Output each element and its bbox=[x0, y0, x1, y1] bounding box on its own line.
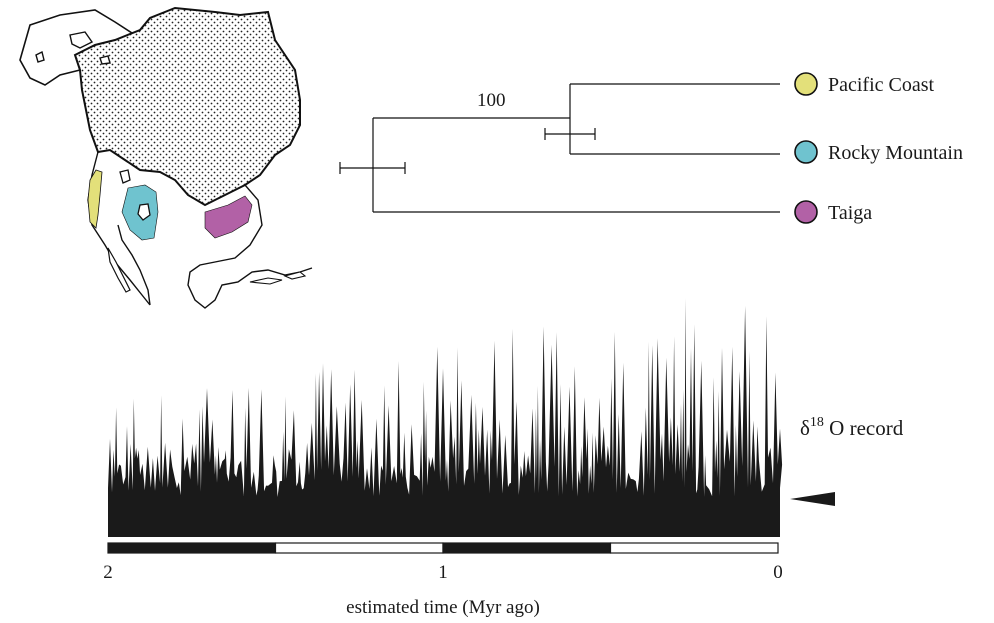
bootstrap-label: 100 bbox=[477, 90, 506, 111]
legend-circle-taiga bbox=[794, 200, 818, 224]
record-trace bbox=[108, 298, 783, 537]
oxygen-isotope-record bbox=[108, 298, 783, 537]
time-tick-0: 0 bbox=[773, 562, 783, 583]
legend-label-rocky-mountain: Rocky Mountain bbox=[828, 142, 963, 164]
time-bar-segment bbox=[609, 542, 779, 554]
legend-circle-pacific-coast bbox=[794, 72, 818, 96]
legend-label-pacific-coast: Pacific Coast bbox=[828, 74, 935, 96]
ice-free-patch bbox=[119, 169, 131, 184]
time-bar-segment bbox=[107, 542, 277, 554]
record-marker-triangle bbox=[790, 492, 835, 506]
clade-legend: Pacific Coast Rocky Mountain Taiga bbox=[794, 72, 963, 224]
time-bar-segment bbox=[442, 542, 612, 554]
time-scale-bar bbox=[107, 542, 779, 554]
legend-label-taiga: Taiga bbox=[828, 202, 872, 224]
node-error-bar bbox=[544, 128, 596, 140]
record-label: δ18 O record bbox=[800, 415, 904, 440]
ice-free-patch bbox=[35, 50, 45, 63]
range-pacific-coast bbox=[87, 169, 103, 229]
phylogenetic-tree bbox=[339, 83, 780, 213]
north-america-map bbox=[19, 6, 313, 309]
caribbean-islands bbox=[249, 271, 307, 285]
time-axis-label: estimated time (Myr ago) bbox=[346, 597, 540, 618]
node-error-bar bbox=[339, 162, 406, 174]
legend-circle-rocky-mountain bbox=[794, 140, 818, 164]
time-bar-segment bbox=[274, 542, 444, 554]
baja-peninsula bbox=[107, 247, 131, 293]
time-tick-1: 1 bbox=[438, 562, 448, 583]
ice-free-patch bbox=[137, 203, 151, 221]
ice-sheet bbox=[73, 6, 301, 207]
ice-free-patch bbox=[69, 31, 94, 49]
time-tick-2: 2 bbox=[103, 562, 113, 583]
time-axis: 2 1 0 estimated time (Myr ago) bbox=[103, 562, 783, 618]
range-taiga bbox=[204, 195, 253, 239]
ice-free-patch bbox=[99, 55, 111, 65]
